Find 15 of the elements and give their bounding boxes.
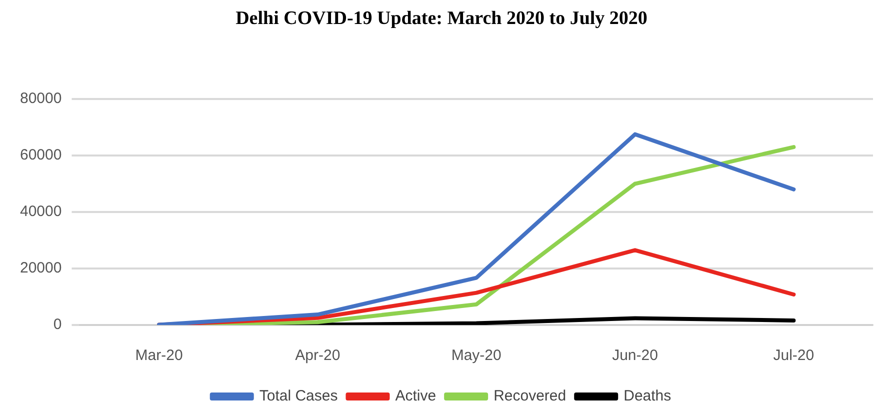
y-tick-label: 0 [53,316,62,334]
x-tick-label: May-20 [451,347,502,364]
legend-label: Active [395,388,436,405]
x-tick-label: Mar-20 [135,347,183,364]
y-tick-label: 60000 [20,146,62,164]
x-tick-label: Jul-20 [773,347,814,364]
chart-title: Delhi COVID-19 Update: March 2020 to July 2020 [234,8,648,30]
y-tick-label: 80000 [20,90,62,108]
y-tick-label: 40000 [20,203,62,220]
legend-label: Recovered [494,388,566,405]
legend-label: Deaths [624,388,672,405]
y-tick-label: 20000 [20,260,62,277]
x-tick-label: Jun-20 [612,347,658,364]
legend-label: Total Cases [259,388,338,405]
x-tick-label: Apr-20 [295,347,340,364]
